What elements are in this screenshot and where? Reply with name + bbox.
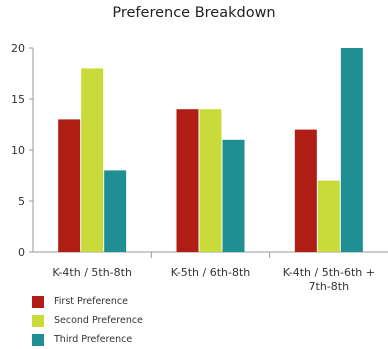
- legend-item: Second Preference: [32, 311, 143, 330]
- bar: [199, 109, 222, 252]
- chart-title: Preference Breakdown: [112, 5, 276, 21]
- bar-chart: 0 5 10 15 20 K-4th / 5th-8th K-5th / 6th-8th K-…: [11, 42, 388, 290]
- x-tick-label: K-4th / 5th-6th +7th-8th: [283, 266, 375, 290]
- bar: [340, 48, 363, 252]
- y-tick-label: 0: [18, 246, 25, 259]
- legend-label: Second Preference: [54, 315, 143, 326]
- bar: [222, 139, 245, 252]
- bar: [104, 170, 127, 252]
- x-tick-label: K-5th / 6th-8th: [171, 266, 251, 279]
- y-tick-label: 20: [11, 42, 25, 55]
- chart-legend: First Preference Second Preference Third P…: [32, 292, 143, 349]
- legend-item: Third Preference: [32, 330, 143, 349]
- y-tick-label: 10: [11, 144, 25, 157]
- legend-label: Third Preference: [54, 334, 133, 345]
- bar: [81, 68, 104, 253]
- x-tick-label: K-4th / 5th-8th: [52, 266, 132, 279]
- legend-item: First Preference: [32, 292, 143, 311]
- legend-swatch: [32, 333, 44, 346]
- legend-swatch: [32, 314, 44, 327]
- y-tick-label: 15: [11, 93, 25, 106]
- y-tick-label: 5: [18, 195, 25, 208]
- bar: [294, 129, 317, 252]
- bar: [58, 119, 81, 253]
- legend-label: First Preference: [54, 296, 128, 307]
- bar: [176, 109, 199, 252]
- legend-swatch: [32, 295, 44, 308]
- bar: [317, 180, 340, 252]
